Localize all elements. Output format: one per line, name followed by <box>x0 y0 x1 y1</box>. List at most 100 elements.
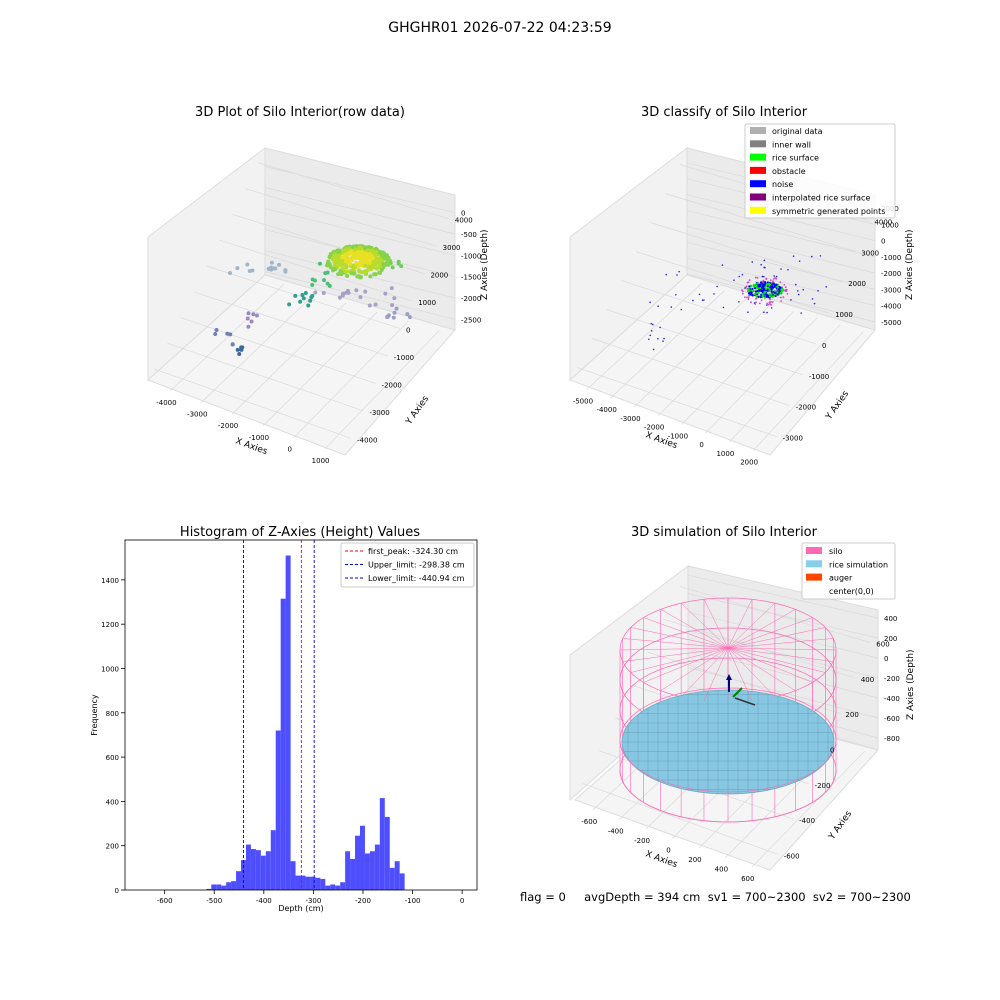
scatter-point <box>766 294 769 297</box>
scatter-point <box>749 293 752 296</box>
silo-roof-spoke <box>703 599 729 649</box>
scatter-point <box>345 257 350 262</box>
histogram-bar <box>275 730 281 890</box>
silo-roof-spoke <box>727 602 776 649</box>
scatter-point <box>756 289 759 293</box>
y-tick-label: -3000 <box>369 409 389 417</box>
grid-line <box>219 239 413 302</box>
histogram-bar <box>364 853 370 890</box>
histogram-bar <box>369 851 375 890</box>
scatter-point <box>760 299 763 302</box>
scatter-point <box>312 278 317 283</box>
scatter-point <box>237 351 242 356</box>
grid-line <box>586 283 702 390</box>
y-tick-label: 1000 <box>418 299 436 307</box>
y-ticks: 0 200 400 600 800 1000 1200 1400 <box>101 577 125 895</box>
scatter-point <box>753 293 756 296</box>
silo-roof-spoke <box>727 627 826 649</box>
scatter-point <box>349 250 354 255</box>
grid-line <box>193 291 388 357</box>
silo-roof-spoke <box>703 647 729 701</box>
histogram-bar <box>211 884 217 890</box>
scatter-point <box>768 290 771 293</box>
scatter-point <box>745 285 748 288</box>
x-tick-label: -1000 <box>249 434 269 442</box>
scatter-point <box>235 266 240 271</box>
scatter-point <box>763 311 765 314</box>
grid-line <box>606 309 803 376</box>
histogram-bar <box>255 850 261 890</box>
scatter-point <box>780 300 783 302</box>
grid-line <box>264 208 456 256</box>
grid-line <box>264 187 456 235</box>
y-axis-label: Y Axies <box>404 394 432 427</box>
histogram-bar <box>389 867 395 890</box>
histogram-bar <box>379 798 385 890</box>
scatter-point <box>794 283 797 286</box>
grid-line <box>650 222 843 283</box>
scatter-point <box>698 293 701 296</box>
y-tick-label: -3000 <box>783 435 803 443</box>
scatter-point <box>765 277 768 280</box>
silo-roof-spoke <box>643 647 729 683</box>
grid-line <box>687 593 879 639</box>
x-ticks: -600 -500 -400 -300 -200 -100 0 <box>157 890 464 905</box>
scatter-point <box>701 299 704 301</box>
scatter-point <box>377 249 382 254</box>
grid-line <box>686 226 876 274</box>
scatter-point <box>266 266 271 271</box>
silo-roof-spoke <box>622 647 729 662</box>
x-tick-label: 0 <box>460 897 464 905</box>
y-tick-label: -600 <box>784 852 800 860</box>
grid-line <box>686 210 876 258</box>
figure-suptitle: GHGHR01 2026-07-22 04:23:59 <box>388 20 611 36</box>
y-tick-label: 4000 <box>455 217 473 225</box>
y-tick-label: 200 <box>106 843 119 851</box>
scatter-point <box>769 298 771 301</box>
x-tick-label: -5000 <box>573 397 593 405</box>
legend-label: rice surface <box>772 154 819 163</box>
scatter-point <box>340 266 345 271</box>
scatter-point <box>331 257 336 262</box>
x-tick-label: -100 <box>405 897 421 905</box>
grid-line <box>621 280 817 345</box>
scatter-point <box>293 293 298 298</box>
z-tick-label: -600 <box>884 715 900 723</box>
silo-roof-spoke <box>727 609 796 649</box>
z-axis-label: Z Axies (Depth) <box>480 229 490 300</box>
y-tick-label: -2000 <box>382 381 402 389</box>
scatter-point <box>722 306 725 309</box>
scatter-point <box>392 296 397 301</box>
scatter-point <box>749 287 752 290</box>
y-tick-label: 1400 <box>101 577 119 585</box>
grid-line <box>293 321 409 438</box>
y-tick-label: -400 <box>799 817 815 825</box>
legend: silo rice simulation auger center(0,0) <box>801 542 896 600</box>
panel-histogram: Histogram of Z-Axies (Height) Values -60… <box>90 525 478 913</box>
legend-label: silo <box>829 547 843 556</box>
legend-box <box>801 542 896 600</box>
scatter-point <box>363 263 368 268</box>
scatter-point <box>762 279 765 282</box>
rice-mesh <box>622 690 834 794</box>
y-tick-label: -4000 <box>357 436 377 444</box>
scatter-point <box>370 256 375 261</box>
z-tick-label: -2000 <box>881 270 901 278</box>
scatter-points <box>213 244 412 356</box>
scatter-point <box>372 272 377 277</box>
scatter-point <box>768 287 771 290</box>
z-tick-label: -1000 <box>881 254 901 262</box>
histogram-bar <box>250 849 256 890</box>
scatter-point <box>755 301 757 304</box>
scatter-point <box>721 264 724 266</box>
scatter-point <box>389 286 394 291</box>
scatter-point <box>774 294 777 298</box>
grid-line <box>167 343 364 412</box>
scatter-point <box>225 331 230 336</box>
silo-ring-front <box>619 739 837 793</box>
y-tick-label: -2000 <box>796 404 816 412</box>
plot-frame <box>124 539 478 891</box>
x-tick-label: -400 <box>608 827 624 835</box>
grid-line <box>686 241 876 290</box>
scatter-point <box>798 260 801 262</box>
